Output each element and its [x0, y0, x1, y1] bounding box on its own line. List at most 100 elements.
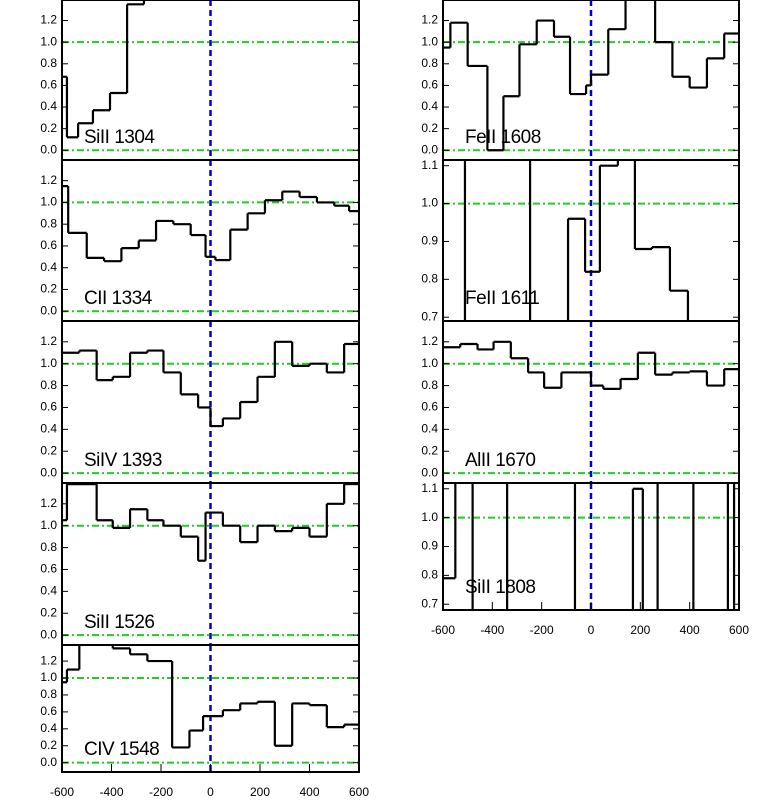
y-tick-label: 1.0	[40, 34, 57, 48]
panel	[443, 483, 739, 610]
y-tick-label: 0.0	[40, 627, 57, 641]
y-tick-label: 1.0	[40, 356, 57, 370]
y-tick-label: 1.1	[421, 158, 438, 172]
y-tick-label: 0.8	[40, 540, 57, 554]
step-riser	[65, 645, 346, 748]
y-tick-label: 0.6	[421, 400, 438, 414]
panel	[443, 321, 739, 483]
y-tick-label: 0.8	[40, 56, 57, 70]
line-label: SiII 1304	[84, 127, 155, 148]
y-tick-label: 0.0	[40, 755, 57, 769]
x-tick-label: 400	[680, 623, 700, 637]
y-tick-label: 0.2	[40, 121, 57, 135]
y-tick-label: 1.0	[40, 670, 57, 684]
y-tick-label: 0.8	[421, 378, 438, 392]
x-tick-label: -400	[99, 785, 123, 799]
y-tick-label: 0.9	[421, 539, 438, 553]
y-tick-label: 0.6	[40, 562, 57, 576]
line-label: SiII 1526	[84, 612, 155, 633]
y-tick-label: 0.6	[40, 704, 57, 718]
x-tick-label: 400	[299, 785, 319, 799]
line-label: FeII 1608	[465, 127, 541, 148]
x-tick-label: -200	[149, 785, 173, 799]
line-label: SiIV 1393	[84, 450, 162, 471]
y-tick-label: 0.0	[40, 465, 57, 479]
y-tick-label: 1.0	[40, 195, 57, 209]
x-tick-label: -600	[431, 623, 455, 637]
y-tick-label: 0.8	[421, 272, 438, 286]
y-tick-label: 0.2	[421, 443, 438, 457]
y-tick-label: 1.2	[40, 173, 57, 187]
y-tick-label: 0.2	[40, 605, 57, 619]
y-tick-label: 1.2	[40, 13, 57, 27]
y-tick-label: 0.7	[421, 309, 438, 323]
y-tick-label: 0.8	[40, 216, 57, 230]
y-tick-label: 1.2	[421, 13, 438, 27]
y-tick-label: 0.4	[40, 584, 57, 598]
y-tick-label: 0.0	[40, 142, 57, 156]
y-tick-label: 0.2	[40, 738, 57, 752]
y-tick-label: 0.6	[40, 400, 57, 414]
step-riser	[449, 0, 726, 151]
panel	[62, 0, 359, 160]
y-tick-label: 0.4	[40, 260, 57, 274]
y-tick-label: 0.4	[421, 422, 438, 436]
y-tick-label: 1.0	[40, 518, 57, 532]
panel	[62, 321, 359, 483]
y-tick-label: 0.0	[421, 142, 438, 156]
y-tick-label: 0.0	[421, 465, 438, 479]
y-tick-label: 1.0	[421, 196, 438, 210]
y-tick-label: 0.0	[40, 303, 57, 317]
y-tick-label: 0.4	[421, 99, 438, 113]
y-tick-label: 0.2	[421, 121, 438, 135]
x-tick-label: 0	[588, 623, 595, 637]
x-tick-label: -200	[530, 623, 554, 637]
y-tick-label: 0.8	[40, 687, 57, 701]
line-label: CII 1334	[84, 288, 153, 309]
y-tick-label: 0.8	[40, 378, 57, 392]
step-riser	[454, 483, 736, 610]
panel-frame	[442, 482, 740, 611]
x-tick-label: -600	[50, 785, 74, 799]
y-tick-label: 0.4	[40, 422, 57, 436]
x-tick-label: -400	[480, 623, 504, 637]
y-tick-label: 0.6	[40, 78, 57, 92]
y-tick-label: 0.8	[421, 568, 438, 582]
panel	[62, 160, 359, 321]
line-label: FeII 1611	[465, 288, 539, 309]
line-label: AlII 1670	[465, 450, 536, 471]
y-tick-label: 0.8	[421, 56, 438, 70]
y-tick-label: 0.6	[421, 78, 438, 92]
x-tick-label: 200	[630, 623, 650, 637]
step-riser	[67, 186, 351, 262]
step-riser	[65, 0, 146, 138]
step-riser	[78, 341, 346, 427]
panel	[443, 160, 739, 321]
y-tick-label: 0.6	[40, 238, 57, 252]
panel	[443, 0, 739, 160]
x-tick-label: 200	[250, 785, 270, 799]
step-riser	[65, 484, 346, 561]
y-tick-label: 0.9	[421, 234, 438, 248]
y-tick-label: 1.2	[40, 334, 57, 348]
y-tick-label: 0.4	[40, 721, 57, 735]
y-tick-label: 1.2	[40, 496, 57, 510]
y-tick-label: 1.2	[40, 653, 57, 667]
step-riser	[463, 160, 690, 321]
panel	[62, 483, 359, 645]
line-label: CIV 1548	[84, 739, 159, 760]
y-tick-label: 1.1	[421, 481, 438, 495]
x-tick-label: 0	[207, 785, 214, 799]
x-tick-label: 600	[349, 785, 369, 799]
y-tick-label: 0.2	[40, 443, 57, 457]
y-tick-label: 1.0	[421, 356, 438, 370]
y-tick-label: 1.2	[421, 334, 438, 348]
y-tick-label: 1.0	[421, 510, 438, 524]
y-tick-label: 0.2	[40, 282, 57, 296]
y-tick-label: 0.4	[40, 99, 57, 113]
y-tick-label: 1.0	[421, 34, 438, 48]
panel	[62, 645, 359, 772]
y-tick-label: 0.7	[421, 596, 438, 610]
x-tick-label: 600	[729, 623, 749, 637]
